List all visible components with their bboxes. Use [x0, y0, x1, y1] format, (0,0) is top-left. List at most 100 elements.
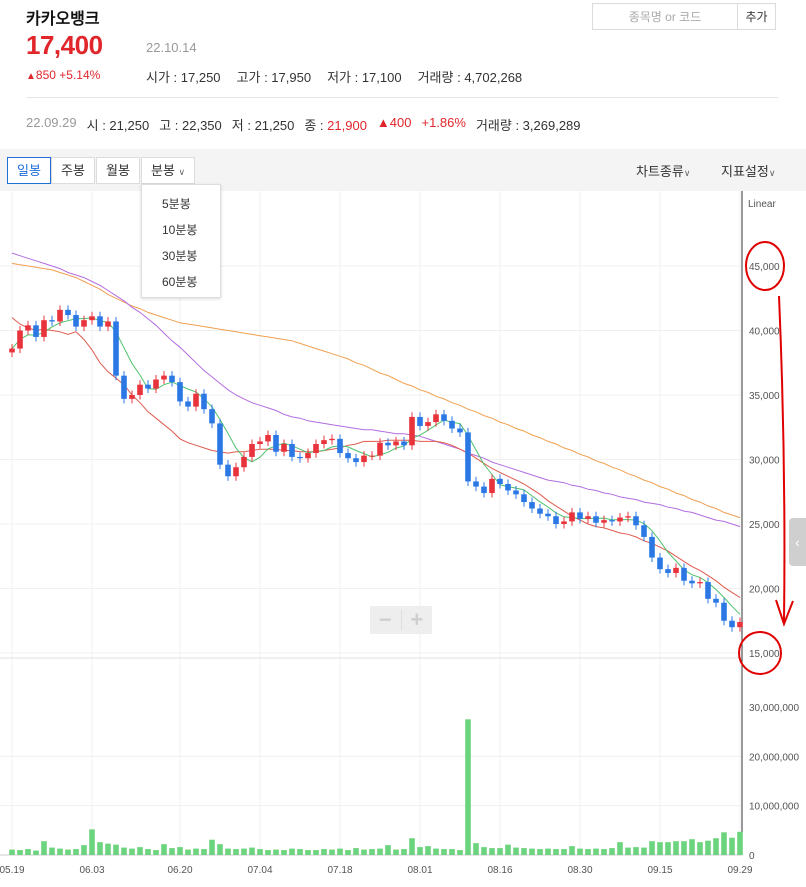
volume-bar [649, 841, 655, 855]
change-value: 850 [35, 68, 56, 82]
volume-bar [161, 844, 167, 855]
annotation-arrow [778, 295, 786, 623]
volume-bar [217, 844, 223, 855]
candle [641, 525, 647, 537]
candle [713, 598, 719, 603]
volume-bar [529, 848, 535, 855]
volume-bar [41, 841, 47, 855]
volume-bar [633, 847, 639, 855]
prev-volume-label: 거래량 [475, 118, 512, 133]
candle [337, 438, 343, 454]
volume-bar [33, 850, 39, 855]
change-percent: +5.14% [59, 68, 101, 82]
volume-tick-label: 20,000,000 [749, 752, 799, 763]
volume-bar [313, 850, 319, 855]
chevron-left-icon[interactable]: ‹ [789, 518, 806, 566]
candle [617, 517, 623, 522]
volume-bar [673, 841, 679, 855]
candle [345, 453, 351, 459]
tab-monthly[interactable]: 월봉 [96, 157, 140, 184]
prev-low: 21,250 [254, 118, 295, 133]
candle [73, 315, 79, 327]
volume-bar [497, 848, 503, 855]
volume-bar [705, 840, 711, 855]
divider [26, 97, 778, 98]
volume-bar [393, 849, 399, 855]
volume-bar [369, 849, 375, 855]
candle [513, 490, 519, 495]
volume-bar [201, 849, 207, 855]
zoom-out-button[interactable]: − [378, 607, 392, 632]
option-60min[interactable]: 60분봉 [162, 275, 198, 289]
chevron-down-icon: ∨ [683, 168, 691, 178]
candle [169, 375, 175, 383]
prev-high: 22,350 [182, 118, 222, 133]
candle [33, 325, 39, 337]
chart-toolbar: 일봉 주봉 월봉 분봉 ∨ 차트종류∨ 지표설정∨ [0, 149, 806, 191]
volume-bar [297, 849, 303, 855]
candle [81, 320, 87, 327]
candle [49, 320, 55, 322]
candle [185, 401, 191, 407]
candle [385, 442, 391, 446]
volume-bar [521, 848, 527, 855]
candle [129, 395, 135, 399]
candle [209, 409, 215, 424]
volume-bar [9, 849, 15, 855]
candle [361, 455, 367, 463]
price-tick-label: 20,000 [749, 585, 780, 596]
volume-bar [97, 842, 103, 855]
volume-bar [361, 849, 367, 855]
volume-bar [305, 850, 311, 855]
option-5min[interactable]: 5분봉 [162, 197, 191, 211]
search-input[interactable] [593, 4, 738, 29]
volume-bar [193, 848, 199, 855]
candle [249, 444, 255, 457]
option-10min[interactable]: 10분봉 [162, 223, 198, 237]
chevron-down-icon: ∨ [178, 167, 186, 177]
up-arrow-icon: ▲ [26, 71, 36, 82]
volume-bar [625, 847, 631, 855]
tab-weekly[interactable]: 주봉 [51, 157, 95, 184]
volume-bar [665, 842, 671, 855]
candle [561, 521, 567, 524]
stock-search: 추가 [592, 3, 776, 30]
chart-type-menu[interactable]: 차트종류∨ [636, 161, 690, 180]
volume-bar [49, 847, 55, 855]
candle [545, 513, 551, 517]
price-tick-label: 25,000 [749, 520, 780, 531]
volume-bar [737, 831, 743, 855]
candle [17, 330, 23, 349]
volume-bar [329, 849, 335, 855]
volume-bar [465, 719, 471, 855]
zoom-in-button[interactable]: + [410, 607, 424, 632]
volume-bar [689, 839, 695, 855]
tab-daily[interactable]: 일봉 [7, 157, 51, 184]
volume-bar [601, 849, 607, 855]
tab-minute[interactable]: 분봉 ∨ [141, 157, 196, 184]
add-button[interactable]: 추가 [738, 4, 775, 29]
candle [153, 379, 159, 389]
candle [105, 321, 111, 327]
candle [329, 438, 335, 441]
indicator-menu[interactable]: 지표설정∨ [721, 161, 775, 180]
candle [401, 441, 407, 446]
candle [273, 434, 279, 452]
volume-bar [17, 850, 23, 855]
volume-bar [345, 850, 351, 855]
high-label: 고가 [236, 70, 261, 85]
candle [137, 384, 143, 395]
tab-minute-label: 분봉 [151, 163, 175, 178]
volume-bar [553, 849, 559, 855]
minute-dropdown: 5분봉 10분봉 30분봉 60분봉 [141, 184, 221, 298]
price-chart[interactable]: Linear 45,000 40,000 35,000 30,000 25,000 20,0… [0, 191, 806, 887]
volume-bar [569, 846, 575, 855]
option-30min[interactable]: 30분봉 [162, 249, 198, 263]
volume-bar [185, 849, 191, 855]
volume-bar [617, 842, 623, 855]
volume-bar [657, 842, 663, 855]
candle [89, 316, 95, 321]
candle [225, 464, 231, 477]
volume-bar [273, 849, 279, 855]
volume-bar [89, 829, 95, 855]
